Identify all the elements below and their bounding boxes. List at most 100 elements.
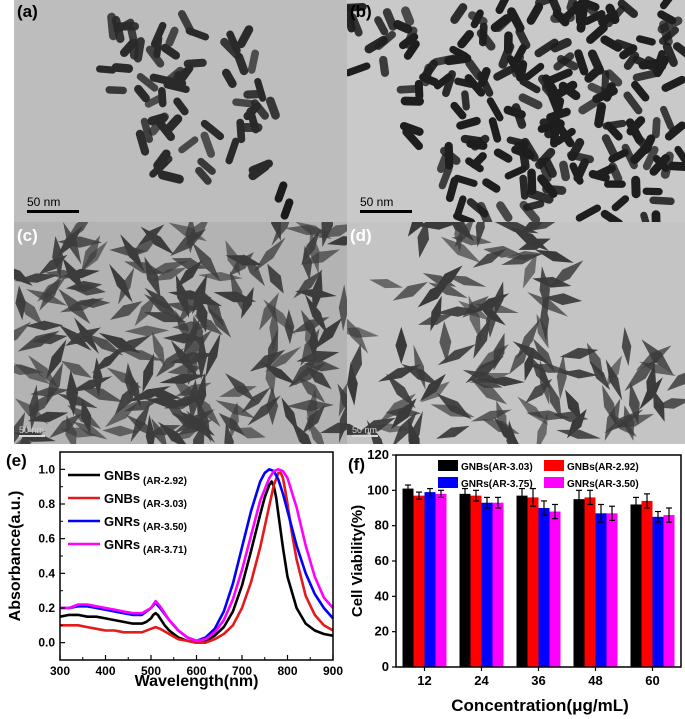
legend-label: GNBs(AR-3.03): [461, 462, 533, 473]
nanobipyramid: [260, 361, 297, 386]
nanorod: [641, 134, 656, 155]
nanobipyramid: [509, 343, 531, 375]
nanobipyramid: [192, 242, 221, 282]
nanorod: [221, 68, 237, 88]
nanobipyramid: [68, 376, 113, 393]
nanorod: [579, 0, 600, 12]
nanorod: [642, 187, 663, 196]
nanorod: [220, 37, 242, 60]
nanobipyramid: [635, 345, 672, 371]
nanorod: [659, 0, 676, 10]
x-tick-label: 900: [323, 664, 343, 678]
nanobipyramid: [430, 404, 475, 418]
nanorod: [239, 123, 263, 132]
nanorod: [398, 32, 419, 50]
nanorod: [444, 53, 472, 66]
panel-label-a: (a): [17, 2, 38, 21]
nanorod: [668, 121, 685, 137]
nanobipyramid: [391, 411, 418, 444]
nanorod: [450, 3, 468, 24]
nanobipyramid: [462, 369, 504, 384]
nanobipyramid: [144, 256, 161, 298]
nanorod: [488, 117, 502, 143]
nanobipyramid: [61, 268, 100, 279]
nanorod: [642, 145, 659, 171]
nanorod: [632, 69, 661, 82]
nanorod: [617, 0, 638, 18]
nanobipyramid: [205, 332, 221, 378]
nanorod: [506, 55, 524, 79]
y-tick-label: 0: [382, 659, 389, 674]
y-tick-label: 0.8: [38, 497, 55, 511]
nanobipyramid: [347, 313, 369, 354]
bar-3: [549, 511, 561, 667]
nanorod: [493, 65, 515, 81]
nanobipyramid: [369, 279, 403, 289]
nanobipyramid: [653, 389, 665, 422]
nanobipyramid: [61, 360, 92, 378]
nanorod: [247, 49, 259, 74]
nanorod: [225, 137, 240, 165]
nanobipyramid: [539, 359, 550, 405]
nanobipyramid: [301, 249, 341, 265]
scale-label-c: 50 nm: [19, 425, 45, 435]
nanobipyramid: [265, 346, 302, 373]
nanobipyramid: [475, 222, 485, 248]
nanobipyramid: [485, 303, 496, 338]
nanorod: [382, 8, 398, 31]
legend-label: GNRs: [104, 514, 140, 529]
scale-bar-d: [352, 435, 378, 437]
nanorod: [476, 28, 496, 51]
nanobipyramid: [207, 307, 232, 338]
nanorod: [165, 26, 179, 47]
bar-0: [573, 499, 585, 667]
nanorod: [657, 10, 677, 25]
nanorod: [584, 65, 603, 83]
nanobipyramid: [78, 386, 124, 403]
nanorod: [470, 9, 484, 29]
nanobipyramid: [15, 285, 26, 321]
nanobipyramid: [271, 222, 282, 241]
nanorod: [614, 39, 635, 52]
nanorod: [600, 209, 624, 222]
nanobipyramid: [472, 381, 508, 405]
nanobipyramid: [56, 225, 83, 258]
tem-image-d: [347, 222, 685, 444]
bar-1: [641, 500, 653, 667]
x-tick-label: 300: [50, 664, 70, 678]
nanobipyramid: [302, 405, 326, 434]
y-tick-label: 100: [367, 482, 389, 497]
nanorod: [604, 121, 623, 141]
nanobipyramid: [80, 398, 92, 435]
nanobipyramid: [547, 380, 562, 420]
tem-image-a: [14, 0, 347, 222]
nanobipyramid: [17, 330, 60, 352]
nanorod: [546, 107, 571, 122]
nanorod: [659, 20, 673, 47]
nanorod: [662, 42, 678, 67]
nanobipyramid: [14, 364, 44, 375]
nanorod: [134, 84, 150, 103]
nanorod: [524, 62, 545, 81]
nanobipyramid: [516, 319, 540, 360]
nanorod: [567, 151, 594, 164]
nanorod: [250, 99, 269, 120]
nanobipyramid: [232, 427, 266, 439]
nanorod: [631, 80, 650, 102]
nanobipyramid: [159, 373, 207, 384]
panel-label-c: (c): [17, 226, 38, 245]
nanobipyramid: [533, 338, 556, 373]
nanobipyramid: [524, 348, 534, 382]
nanobipyramid: [65, 327, 101, 346]
nanobipyramid: [137, 224, 165, 246]
nanobipyramid: [419, 373, 446, 402]
nanobipyramid: [59, 298, 105, 313]
nanobipyramid: [215, 400, 256, 419]
nanobipyramid: [589, 360, 611, 391]
nanorod: [537, 157, 552, 183]
nanorod: [574, 49, 589, 76]
nanorod: [140, 117, 154, 143]
nanorod: [623, 91, 643, 115]
nanorod: [348, 13, 363, 37]
nanorod: [402, 127, 423, 151]
